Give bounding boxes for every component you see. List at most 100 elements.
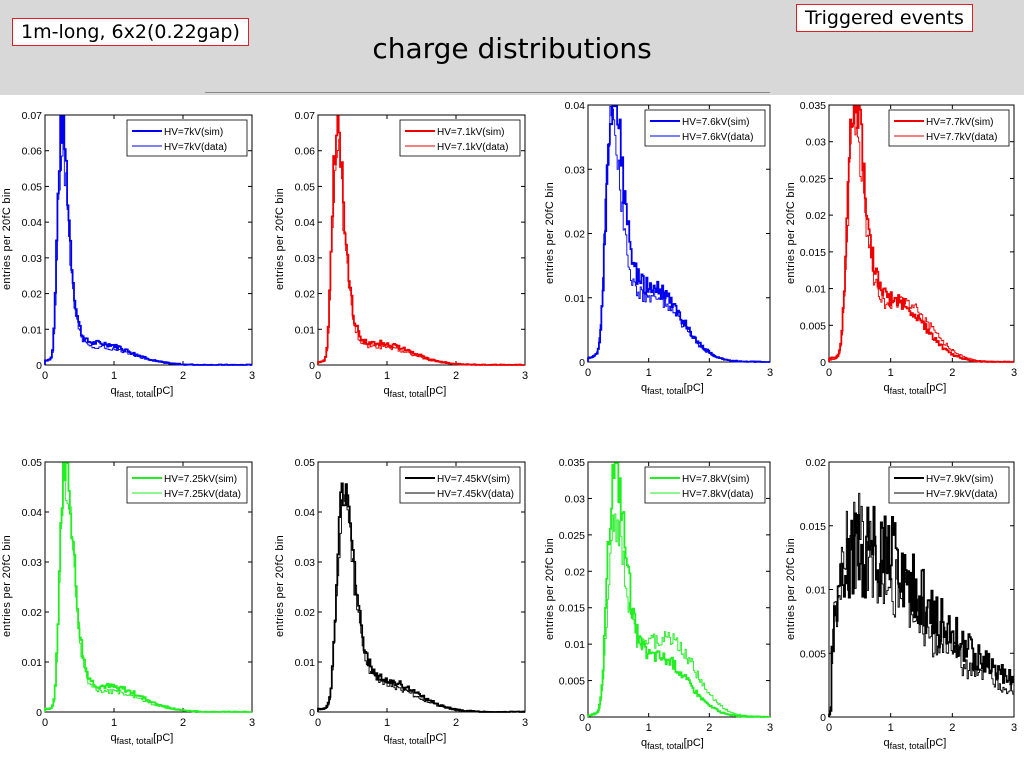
y-axis-label: entries per 20fC bin (544, 537, 556, 640)
y-axis-label: entries per 20fC bin (785, 181, 797, 284)
y-tick-label: 0.05 (22, 457, 43, 469)
x-tick-label: 2 (180, 370, 186, 382)
x-axis-label-unit: [pC] (683, 382, 704, 394)
plot-canvas: 0 1 2 3 0 0.005 0.01 0.015 0.02 0.025 0.03 0.035 HV=… (559, 457, 773, 734)
legend-box (126, 119, 248, 157)
charge-distribution-plot: 0 1 2 3 0 0.01 0.02 0.03 0.04 0.05 HV=7.25kV(sim) H… (0, 452, 267, 752)
x-axis-label-subscript: fast, total (889, 741, 927, 752)
y-tick-label: 0 (820, 712, 826, 724)
x-tick-label: 1 (888, 367, 894, 379)
x-tick-label: 3 (249, 370, 255, 382)
y-tick-label: 0.04 (295, 507, 316, 519)
x-axis-label-unit: [pC] (683, 737, 704, 749)
plot-canvas: 0 1 2 3 0 0.01 0.02 0.03 0.04 0.05 0.06 0.07 HV=7.1k… (295, 110, 529, 382)
x-tick-label: 0 (42, 717, 48, 729)
x-axis-label: qfast, total[pC] (384, 385, 447, 399)
charge-distribution-plot: 0 1 2 3 0 0.01 0.02 0.03 0.04 0.05 0.06 0.07 HV=7.1k… (273, 105, 540, 405)
x-axis-label-subscript: fast, total (647, 386, 684, 397)
y-tick-label: 0 (579, 712, 585, 724)
y-tick-label: 0.01 (565, 639, 586, 651)
histogram-series-line (317, 490, 525, 713)
histogram-series-line (587, 513, 770, 718)
y-axis-label: entries per 20fC bin (274, 188, 286, 290)
y-tick-label: 0.01 (22, 657, 43, 669)
legend-entry: HV=7.1kV(sim) (437, 127, 505, 138)
x-tick-label: 3 (1011, 367, 1017, 379)
legend-box (644, 466, 766, 504)
legend-entry: HV=7.7kV(sim) (926, 117, 994, 128)
x-tick-label: 1 (384, 370, 390, 382)
y-tick-label: 0.025 (559, 530, 585, 542)
y-tick-label: 0.02 (22, 289, 43, 301)
y-tick-label: 0.07 (22, 110, 43, 122)
y-tick-label: 0.015 (800, 247, 826, 259)
y-tick-label: 0.05 (295, 457, 316, 469)
y-tick-label: 0.03 (806, 137, 827, 149)
y-tick-label: 0.04 (22, 507, 43, 519)
y-tick-label: 0.03 (22, 557, 43, 569)
x-tick-label: 1 (384, 717, 390, 729)
x-tick-label: 3 (522, 370, 528, 382)
legend-entry: HV=7kV(sim) (164, 127, 223, 138)
legend-entry: HV=7.8kV(sim) (682, 474, 750, 485)
slide-title: charge distributions (372, 32, 652, 65)
y-tick-label: 0.03 (295, 253, 316, 265)
legend-entry: HV=7.9kV(data) (926, 489, 997, 500)
x-tick-label: 2 (949, 722, 955, 734)
legend-entry: HV=7.9kV(sim) (926, 474, 994, 485)
histogram-series-line (828, 109, 1014, 363)
y-tick-label: 0.04 (22, 217, 43, 229)
y-tick-label: 0.02 (806, 457, 827, 469)
x-axis-label: qfast, total[pC] (384, 732, 447, 746)
histogram-series-line (828, 105, 1014, 363)
y-axis-label: entries per 20fC bin (1, 535, 13, 637)
y-tick-label: 0 (309, 360, 315, 372)
y-tick-label: 0 (579, 357, 585, 369)
plot-frame (587, 104, 771, 363)
legend-entry: HV=7.8kV(data) (682, 489, 753, 500)
event-type-label: Triggered events (796, 4, 973, 32)
y-tick-label: 0.01 (806, 585, 827, 597)
x-axis-label: qfast, total[pC] (111, 385, 174, 399)
plot-frame (44, 461, 253, 713)
histogram-series-line (587, 105, 770, 363)
x-axis-label-symbol: q (383, 732, 390, 744)
x-axis-label-symbol: q (883, 737, 890, 749)
y-tick-label: 0.05 (295, 181, 316, 193)
x-tick-label: 2 (180, 717, 186, 729)
charge-distribution-plot: 0 1 2 3 0 0.01 0.02 0.03 0.04 HV=7.6kV(sim) HV=7.6… (543, 95, 785, 402)
y-axis-label: entries per 20fC bin (544, 181, 556, 284)
y-tick-label: 0.03 (565, 493, 586, 505)
legend-entry: HV=7.6kV(data) (682, 132, 753, 143)
histogram-series-line (828, 492, 1014, 717)
y-tick-label: 0.02 (806, 210, 827, 222)
y-axis-label: entries per 20fC bin (785, 537, 797, 640)
plot-frame (317, 461, 526, 713)
y-tick-label: 0.04 (295, 217, 316, 229)
y-tick-label: 0.06 (22, 146, 43, 158)
y-tick-label: 0.005 (800, 648, 826, 660)
legend-entry: HV=7.25kV(sim) (164, 474, 237, 485)
x-tick-label: 0 (42, 370, 48, 382)
configuration-label: 1m-long, 6x2(0.22gap) (12, 18, 249, 46)
legend-box (126, 466, 248, 504)
plot-canvas: 0 1 2 3 0 0.005 0.01 0.015 0.02 HV=7.9kV(sim) HV=7… (800, 457, 1017, 734)
y-tick-label: 0.02 (565, 229, 586, 241)
legend-box (888, 466, 1010, 504)
charge-distribution-plot: 0 1 2 3 0 0.01 0.02 0.03 0.04 0.05 0.06 0.07 HV=7kV(… (0, 105, 267, 405)
y-tick-label: 0.035 (559, 457, 585, 469)
y-axis-label: entries per 20fC bin (1, 188, 13, 290)
x-axis-label: qfast, total[pC] (641, 737, 704, 751)
legend-entry: HV=7.1kV(data) (437, 142, 508, 153)
x-tick-label: 2 (706, 367, 712, 379)
x-axis-label-subscript: fast, total (647, 741, 684, 752)
plot-canvas: 0 1 2 3 0 0.01 0.02 0.03 0.04 HV=7.6kV(sim) HV=7.6… (565, 100, 774, 379)
x-axis-label-symbol: q (383, 385, 390, 397)
y-axis-label: entries per 20fC bin (274, 535, 286, 637)
y-tick-label: 0.005 (559, 676, 585, 688)
histogram-series-line (44, 135, 252, 366)
legend-box (888, 109, 1010, 147)
y-tick-label: 0.02 (295, 289, 316, 301)
histogram-series-line (317, 138, 525, 366)
x-tick-label: 0 (585, 722, 591, 734)
